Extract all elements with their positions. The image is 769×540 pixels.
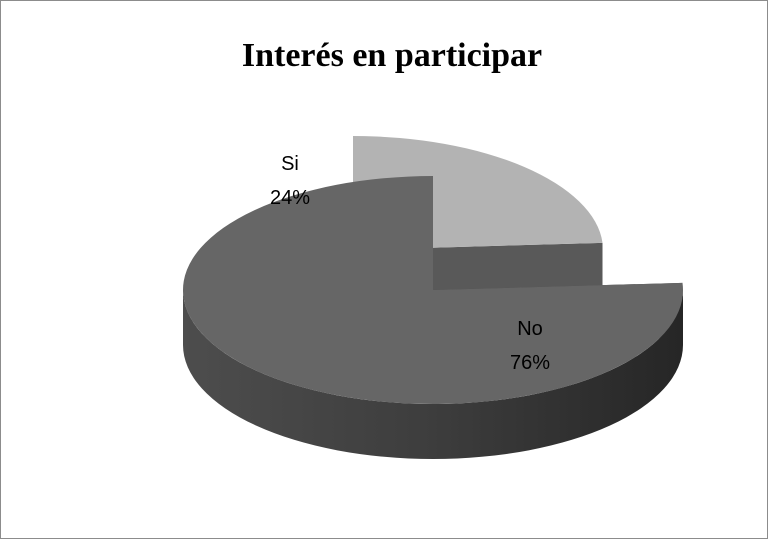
slice-category-label: No bbox=[517, 318, 543, 340]
slice-category-label: Si bbox=[281, 153, 299, 175]
chart-title: Interés en participar bbox=[242, 37, 542, 74]
slice bbox=[182, 176, 683, 405]
slice-value-label: 76% bbox=[510, 352, 550, 374]
slice-value-label: 24% bbox=[270, 187, 310, 209]
slice-side bbox=[183, 290, 683, 459]
